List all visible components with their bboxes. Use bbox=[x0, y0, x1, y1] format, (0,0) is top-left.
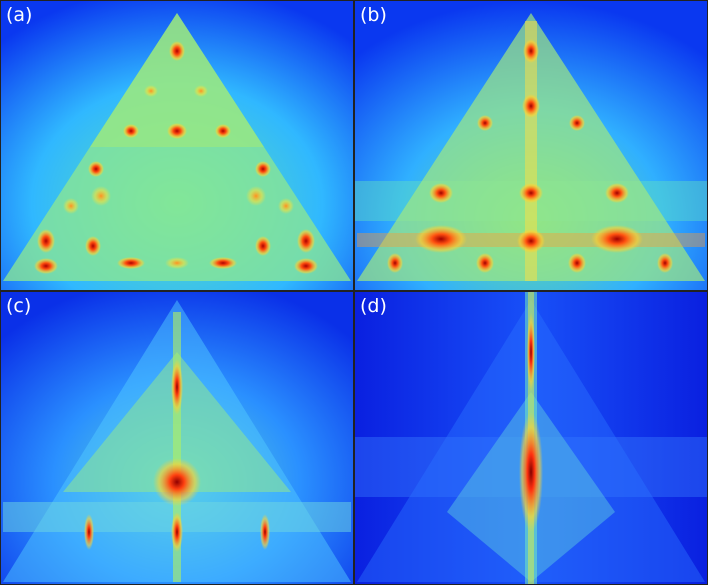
heatmap-b bbox=[355, 1, 707, 290]
panel-a: (a) bbox=[1, 1, 353, 290]
heatmap-a bbox=[1, 1, 353, 290]
panel-label-d: (d) bbox=[360, 295, 387, 317]
panel-d: (d) bbox=[355, 292, 707, 584]
panel-c: (c) bbox=[1, 292, 353, 584]
heatmap-d bbox=[355, 292, 707, 584]
panel-label-b: (b) bbox=[360, 4, 387, 26]
panel-b: (b) bbox=[355, 1, 707, 290]
heatmap-c bbox=[1, 292, 353, 584]
panel-label-c: (c) bbox=[6, 295, 32, 317]
panel-label-a: (a) bbox=[6, 4, 33, 26]
